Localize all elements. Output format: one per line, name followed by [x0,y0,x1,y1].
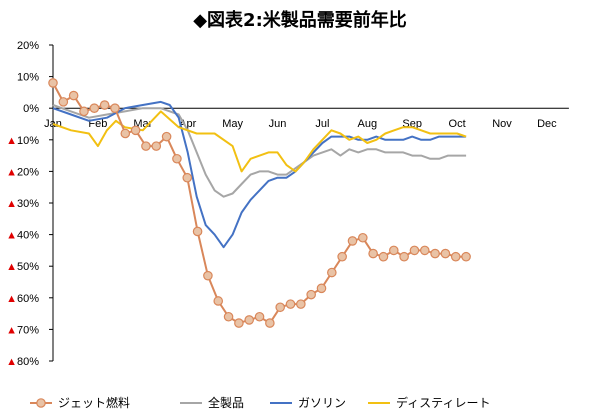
x-tick-label: Jul [315,118,329,130]
data-point-jet [161,131,172,142]
data-point-jet [223,311,234,322]
data-point-jet [141,141,151,151]
data-point-jet [68,90,79,101]
x-tick-label: Dec [537,118,557,130]
chart-title: ◆図表2:米製品需要前年比 [193,9,407,31]
data-point-jet [399,251,409,262]
data-point-jet [316,283,327,294]
data-point-jet [296,299,306,309]
y-tick-label: ▲70% [6,324,39,336]
y-tick-label: 10% [17,72,39,84]
y-tick-label: ▲20% [6,166,39,178]
data-point-jet [254,311,265,322]
data-point-jet [388,245,399,256]
legend-label-all: 全製品 [208,395,244,410]
data-point-jet [378,251,389,262]
data-point-jet [368,248,378,259]
y-tick-label: ▲80% [6,356,39,368]
y-tick-label: 0% [23,103,39,115]
y-tick-label: ▲10% [6,135,39,147]
data-point-jet [172,153,182,164]
data-point-jet [244,315,255,325]
x-tick-label: Nov [492,118,512,130]
x-tick-label: Aug [358,118,378,130]
data-point-jet [182,172,193,183]
legend-marker-jet [36,398,46,408]
legend-label-gasoline: ガソリン [298,396,346,410]
data-point-jet [347,236,358,246]
y-tick-label: 20% [17,40,39,52]
data-point-jet [306,289,316,300]
data-point-jet [430,248,440,259]
y-tick-label: ▲50% [6,261,39,273]
x-tick-label: Oct [449,118,466,130]
data-point-jet [275,302,285,313]
data-point-jet [265,318,275,328]
data-point-jet [337,251,347,262]
x-tick-label: May [222,118,243,130]
series-line-distillate [52,110,467,173]
data-point-jet [213,296,224,306]
data-point-jet [461,251,471,262]
data-point-jet [48,78,58,88]
data-point-jet [130,125,141,136]
data-point-jet [192,226,203,237]
data-point-jet [99,100,110,110]
data-point-jet [419,245,430,256]
data-point-jet [89,103,100,113]
y-tick-label: ▲30% [6,198,39,210]
legend-label-jet: ジェット燃料 [58,395,130,410]
plot-area: 20% 10% 0% ▲10% ▲20% ▲30% ▲40% ▲50% ▲60% ▲70% ▲80%… [6,40,569,368]
x-tick-label: Sep [402,118,422,130]
data-point-jet [151,141,162,151]
data-point-jet [203,270,213,281]
series-line-all [52,104,467,198]
data-point-jet [120,128,131,139]
data-point-jet [110,103,120,113]
y-tick-label: ▲40% [6,230,39,242]
data-point-jet [79,106,89,117]
legend: ジェット燃料 全製品 ガソリン ディスティレート [30,395,490,410]
data-point-jet [409,245,420,256]
x-tick-label: Feb [88,118,107,130]
data-point-jet [327,267,337,278]
y-tick-label: ▲60% [6,293,39,305]
x-tick-label: Jun [269,118,287,130]
data-point-jet [58,97,69,107]
data-point-jet [234,318,244,328]
data-point-jet [358,232,368,243]
data-point-jet [440,248,451,259]
legend-label-distillate: ディスティレート [396,395,490,410]
series-line-gasoline [52,100,467,249]
data-point-jet [450,251,461,262]
data-point-jet [285,299,296,309]
